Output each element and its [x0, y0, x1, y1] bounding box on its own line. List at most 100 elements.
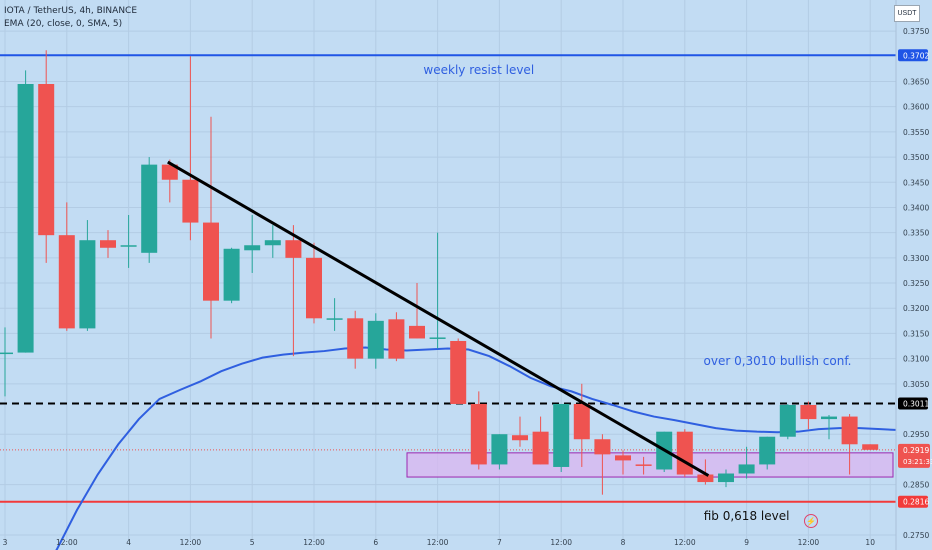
candle-body: [718, 473, 734, 483]
candle[interactable]: [759, 436, 776, 470]
candle[interactable]: [491, 434, 508, 470]
current-price-badge: [898, 443, 930, 468]
price-tick-label: 0.3550: [903, 128, 929, 137]
candle[interactable]: [594, 434, 611, 495]
price-tick-label: 0.3300: [903, 254, 929, 263]
candle[interactable]: [573, 383, 590, 467]
candle-body: [491, 434, 508, 465]
price-tick-label: 0.3100: [903, 355, 929, 364]
candle[interactable]: [779, 403, 796, 440]
candle[interactable]: [264, 225, 281, 258]
candle[interactable]: [841, 414, 858, 475]
price-tick-label: 0.3050: [903, 380, 929, 389]
candle[interactable]: [450, 338, 467, 404]
annotation-text[interactable]: fib 0,618 level: [704, 509, 790, 523]
candle[interactable]: [244, 215, 261, 273]
time-tick-label: 12:00: [674, 538, 696, 547]
time-tick-label: 12:00: [56, 538, 78, 547]
price-label-resist: 0.3702: [903, 51, 929, 60]
candle-body: [676, 431, 693, 475]
candle[interactable]: [532, 416, 549, 465]
time-tick-label: 12:00: [550, 538, 572, 547]
candle[interactable]: [58, 202, 75, 331]
price-tick-label: 0.3250: [903, 279, 929, 288]
candle[interactable]: [429, 232, 446, 349]
candle[interactable]: [141, 157, 158, 263]
price-tick-label: 0.3400: [903, 203, 929, 212]
candle[interactable]: [79, 220, 96, 331]
candle-body: [429, 337, 446, 339]
candle[interactable]: [17, 70, 34, 353]
candle[interactable]: [285, 225, 302, 357]
candle[interactable]: [470, 391, 487, 470]
candle-body: [512, 435, 528, 441]
candle[interactable]: [388, 312, 405, 362]
candle-body: [326, 318, 343, 320]
candle-body: [759, 436, 776, 465]
candle[interactable]: [182, 56, 199, 241]
candle[interactable]: [223, 247, 240, 304]
candle[interactable]: [367, 313, 384, 369]
time-tick-label: 12:00: [303, 538, 325, 547]
candle[interactable]: [718, 469, 734, 488]
time-axis: 3 12:00 4 12:00 5 12:00 6 12:00 7 12:00 8 12:00 9 12:…: [3, 538, 876, 547]
price-tick-label: 0.3500: [903, 153, 929, 162]
candle-body: [264, 240, 281, 246]
candle-body: [306, 257, 322, 319]
candle-body: [285, 240, 302, 258]
candle[interactable]: [120, 215, 137, 268]
price-label-badge: [898, 397, 928, 410]
candle-body: [17, 84, 34, 353]
candle[interactable]: [635, 456, 652, 475]
candle-body: [779, 404, 796, 437]
candle[interactable]: [326, 298, 343, 331]
horizontal-levels: [0, 54, 896, 503]
time-tick-label: 12:00: [798, 538, 820, 547]
price-tick-label: 0.3750: [903, 27, 929, 36]
candle-body: [347, 318, 364, 359]
candle-body: [553, 403, 570, 467]
candle[interactable]: [38, 50, 55, 263]
price-tick-label: 0.2950: [903, 430, 929, 439]
downtrend-line[interactable]: [167, 160, 710, 477]
indicator-legend[interactable]: EMA (20, close, 0, SMA, 5): [4, 19, 123, 29]
candle-body: [635, 464, 652, 466]
candle[interactable]: [697, 459, 714, 485]
candle-body: [182, 179, 199, 223]
ema-line: [55, 346, 902, 550]
lightning-icon[interactable]: ⚡: [804, 514, 818, 528]
candle-body: [38, 84, 55, 236]
candle-body: [244, 245, 261, 251]
candle[interactable]: [615, 450, 631, 475]
current-price-label: 0.2919: [903, 446, 929, 455]
currency-button[interactable]: USDT: [894, 5, 920, 22]
candle-body: [532, 431, 549, 465]
price-tick-label: 0.2850: [903, 481, 929, 490]
candle-body: [800, 404, 817, 420]
candle[interactable]: [306, 242, 322, 324]
candle[interactable]: [161, 159, 178, 203]
candle[interactable]: [100, 230, 116, 258]
candle-body: [409, 325, 425, 339]
candle[interactable]: [862, 444, 879, 450]
candle[interactable]: [409, 283, 425, 339]
candle[interactable]: [800, 401, 817, 430]
candle[interactable]: [0, 327, 13, 397]
price-axis: 0.3750 0.3650 0.3600 0.3550 0.3500 0.3450 0.34…: [895, 0, 932, 550]
candle[interactable]: [347, 310, 364, 369]
annotation-text[interactable]: over 0,3010 bullish conf.: [704, 354, 852, 368]
candles: [0, 50, 879, 495]
candle-body: [594, 439, 611, 455]
candle-body: [615, 455, 631, 461]
candle[interactable]: [203, 116, 219, 339]
candle-body: [738, 464, 755, 474]
candle[interactable]: [676, 429, 693, 478]
candle[interactable]: [821, 415, 837, 440]
candle[interactable]: [738, 446, 755, 479]
candle[interactable]: [553, 403, 570, 472]
candle-body: [0, 352, 13, 355]
annotation-text[interactable]: weekly resist level: [423, 63, 534, 77]
price-tick-label: 0.2750: [903, 531, 929, 540]
candle[interactable]: [512, 416, 528, 447]
